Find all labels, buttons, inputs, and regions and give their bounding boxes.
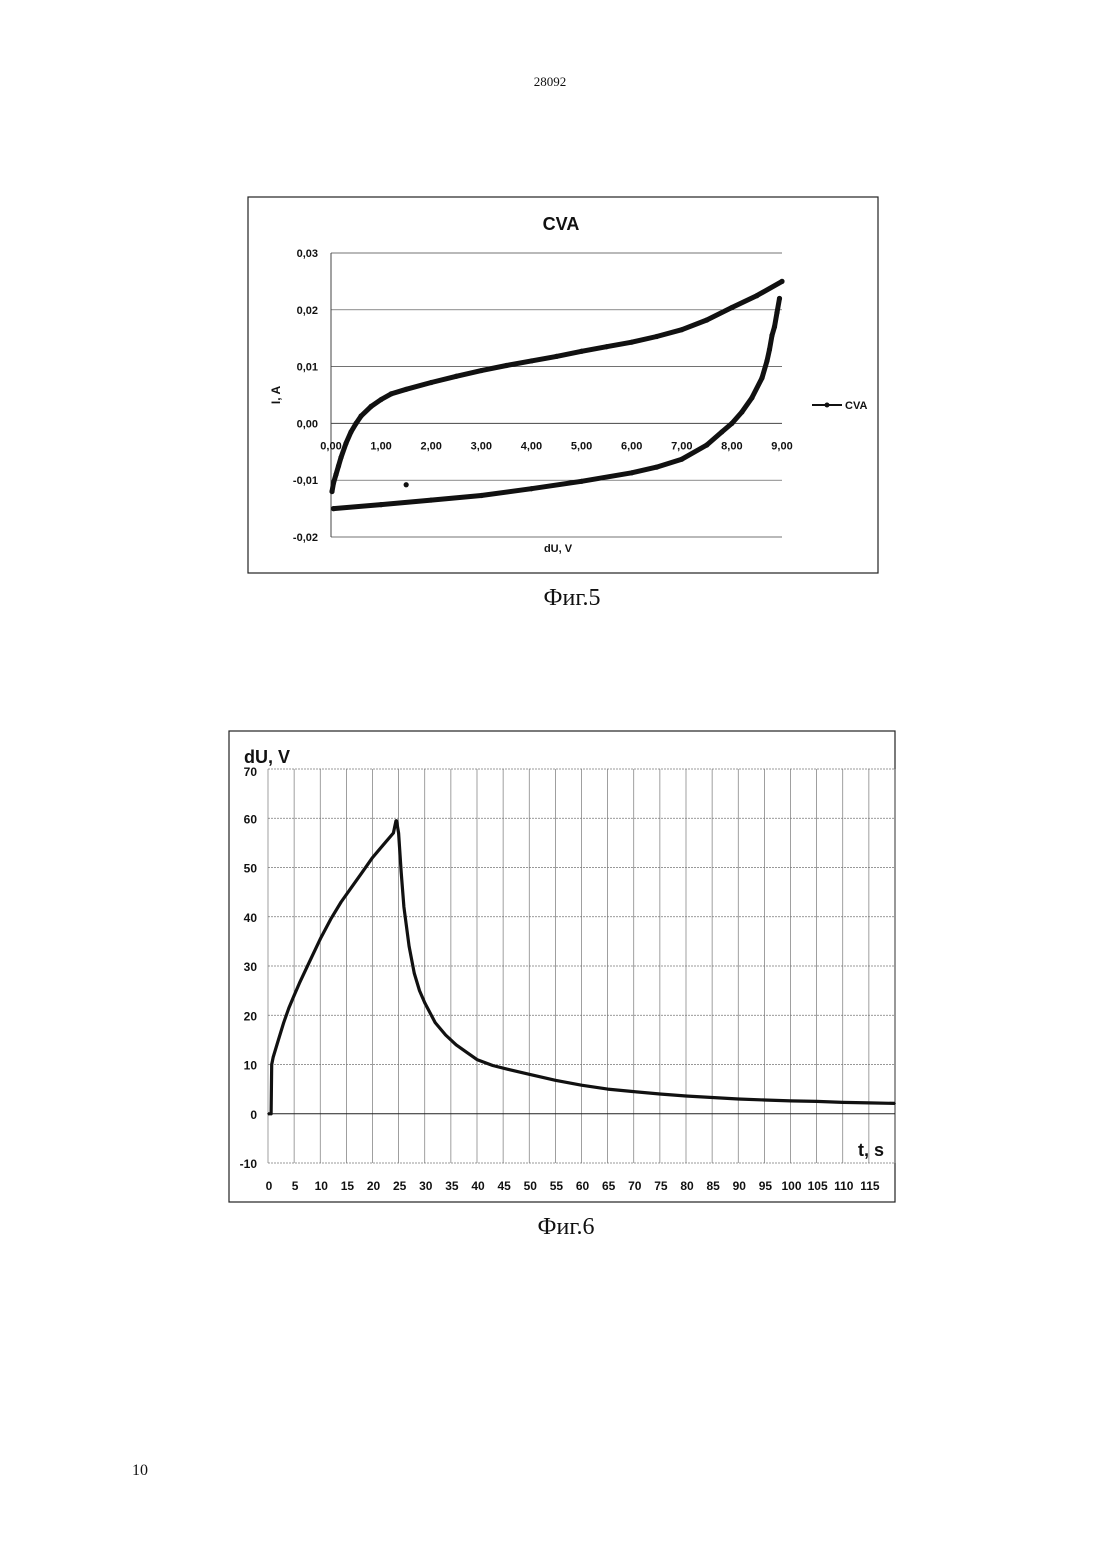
x-tick-label: 95 (759, 1179, 773, 1193)
x-tick-label: 110 (834, 1179, 854, 1193)
data-point (293, 995, 295, 997)
data-point (340, 901, 342, 903)
data-point (419, 990, 421, 992)
data-point (398, 832, 400, 834)
x-tick-label: 75 (654, 1179, 668, 1193)
x-tick-label: 30 (419, 1179, 433, 1193)
data-point (372, 857, 374, 859)
x-tick-label: 70 (628, 1179, 642, 1193)
data-point (633, 1091, 635, 1093)
data-point (894, 1103, 896, 1105)
data-point (581, 1084, 583, 1086)
data-point (685, 1095, 687, 1097)
y-tick-label: 60 (244, 812, 258, 826)
x-tick-label: 85 (706, 1179, 720, 1193)
data-point (288, 1007, 290, 1009)
y-tick-label: 0 (250, 1108, 257, 1122)
data-point (764, 1099, 766, 1101)
data-point (403, 906, 405, 908)
data-point (414, 973, 416, 975)
data-point (424, 1002, 426, 1004)
data-point (476, 1059, 478, 1061)
x-tick-label: 15 (341, 1179, 355, 1193)
y-tick-label: 30 (244, 960, 258, 974)
y-tick-label: 40 (244, 911, 258, 925)
data-point (528, 1074, 530, 1076)
data-point (659, 1093, 661, 1095)
y-axis-label: dU, V (244, 747, 290, 767)
y-tick-label: -10 (240, 1157, 258, 1171)
data-point (842, 1102, 844, 1104)
data-point (361, 872, 363, 874)
x-tick-label: 35 (445, 1179, 459, 1193)
x-tick-label: 115 (860, 1179, 880, 1193)
x-tick-label: 40 (471, 1179, 485, 1193)
x-tick-label: 65 (602, 1179, 616, 1193)
data-point (466, 1051, 468, 1053)
x-tick-label: 25 (393, 1179, 407, 1193)
figure-6-caption: Фиг.6 (16, 1214, 1100, 1241)
data-point (711, 1097, 713, 1099)
data-point (868, 1102, 870, 1104)
data-point (607, 1088, 609, 1090)
x-tick-label: 50 (524, 1179, 538, 1193)
data-point (455, 1044, 457, 1046)
data-point (492, 1065, 494, 1067)
y-tick-label: 50 (244, 862, 258, 876)
x-tick-label: 45 (497, 1179, 511, 1193)
data-point (400, 872, 402, 874)
data-point (299, 982, 301, 984)
x-axis-label: t, s (858, 1140, 884, 1160)
x-tick-label: 105 (808, 1179, 828, 1193)
x-tick-label: 5 (292, 1179, 299, 1193)
x-tick-label: 55 (550, 1179, 564, 1193)
x-tick-label: 80 (680, 1179, 694, 1193)
data-point (393, 832, 395, 834)
chart-frame (229, 731, 895, 1202)
data-point (309, 960, 311, 962)
x-tick-label: 100 (781, 1179, 801, 1193)
data-point (270, 1113, 272, 1115)
data-point (267, 1113, 269, 1115)
y-tick-label: 70 (244, 765, 258, 779)
x-tick-label: 0 (266, 1179, 273, 1193)
data-point (382, 845, 384, 847)
data-point (434, 1022, 436, 1024)
data-point (278, 1039, 280, 1041)
data-point (330, 918, 332, 920)
data-point (790, 1100, 792, 1102)
data-point (445, 1034, 447, 1036)
data-point (319, 938, 321, 940)
data-point (737, 1098, 739, 1100)
x-tick-label: 60 (576, 1179, 590, 1193)
x-tick-label: 20 (367, 1179, 381, 1193)
data-point (271, 1064, 273, 1066)
page-number-bottom: 10 (132, 1462, 148, 1480)
x-tick-label: 90 (733, 1179, 747, 1193)
data-point (555, 1079, 557, 1081)
data-point (408, 946, 410, 948)
y-tick-label: 10 (244, 1059, 258, 1073)
y-tick-label: 20 (244, 1009, 258, 1023)
data-point (283, 1022, 285, 1024)
data-point (508, 1069, 510, 1071)
data-point (272, 1056, 274, 1058)
data-point (351, 886, 353, 888)
data-point (816, 1101, 818, 1103)
x-tick-label: 10 (315, 1179, 329, 1193)
data-point (396, 820, 398, 822)
